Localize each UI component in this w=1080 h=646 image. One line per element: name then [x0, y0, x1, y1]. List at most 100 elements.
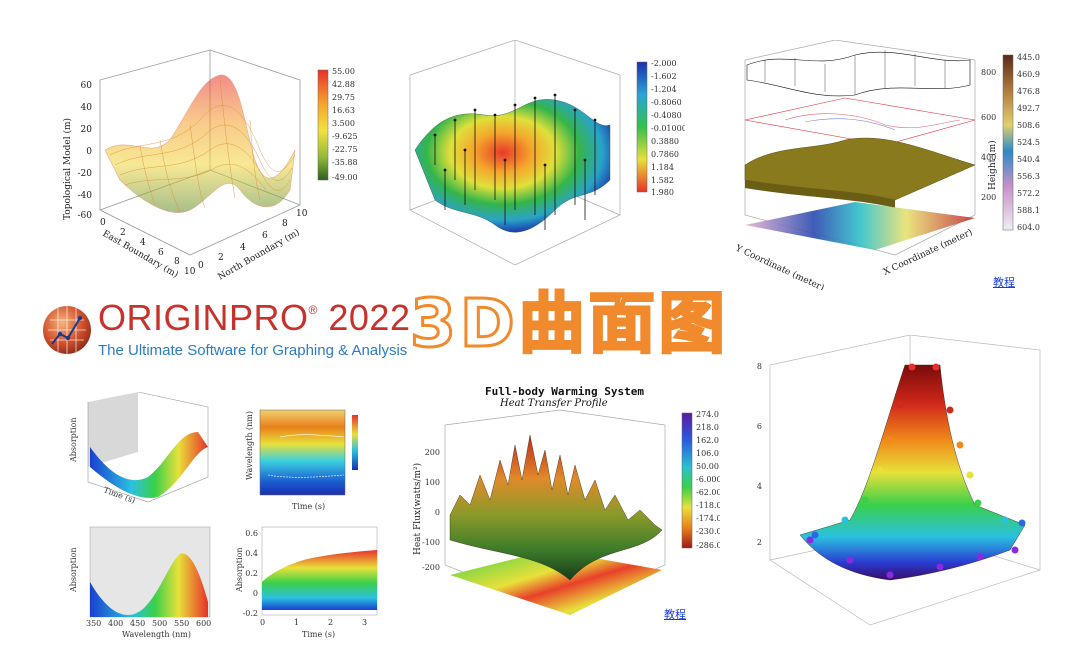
chart-stacked-layers: 800 600 400 200 Height (m) Y Coordinate …	[725, 40, 1055, 290]
chart1-z-ticks: 60 40 20 0 -20 -40 -60	[78, 81, 93, 221]
chart4-colorbar-label: -118.0	[696, 501, 720, 510]
chart4-colorbar-label: -230.0	[696, 527, 720, 536]
chart4-colorbar-label: -6.000	[696, 475, 720, 484]
chart1-x-tick: 2	[120, 228, 126, 238]
chart3-z-tick: 200	[981, 193, 996, 202]
chart3-colorbar-label: 508.6	[1017, 121, 1040, 130]
chart1-y-tick: 10	[296, 209, 308, 219]
chartC-x-tick: 600	[196, 619, 211, 628]
chart5-z-tick: 6	[757, 422, 762, 431]
chart1-colorbar	[317, 69, 329, 181]
chart2-surface	[414, 99, 611, 233]
chart1-colorbar-label: -22.75	[332, 145, 358, 154]
chart3-colorbar-label: 492.7	[1017, 104, 1040, 113]
chart1-colorbar-label: -9.625	[332, 132, 358, 141]
chartC-x-tick: 550	[174, 619, 189, 628]
chartD-y-tick: 0.2	[245, 569, 258, 578]
chart3-colorbar-label: 588.1	[1017, 206, 1040, 215]
chart-absorption-3d: Absorption Time (s)	[58, 392, 223, 512]
brand-tagline: The Ultimate Software for Graphing & Ana…	[98, 342, 408, 359]
brand-name: ORIGINPRO® 2022	[98, 297, 411, 338]
chart4-title: Full-body Warming System	[485, 385, 644, 398]
chart2-colorbar-label: -2.000	[651, 59, 677, 68]
chart1-y-tick: 4	[240, 243, 246, 253]
chart4-colormap-base	[450, 550, 662, 615]
chart2-colorbar-label: 1.980	[651, 188, 674, 197]
chart1-colorbar-label: -35.88	[332, 158, 358, 167]
chart1-y-tick: 0	[198, 261, 204, 271]
chartD-x-tick: 3	[362, 618, 367, 627]
chart2-colorbar-label: 1.582	[651, 176, 674, 185]
chartD-x-tick: 2	[328, 618, 333, 627]
chart1-z-tick: 60	[81, 81, 93, 91]
chart1-y-tick: 8	[282, 219, 288, 229]
chart5-z-tick: 8	[757, 362, 762, 371]
chart1-z-tick: -20	[78, 169, 93, 179]
tutorial-link[interactable]: 教程	[993, 276, 1015, 289]
chart1-colorbar-label: 42.88	[332, 80, 355, 89]
chart4-z-tick: -200	[422, 563, 440, 572]
chart-time-absorption: 0.6 0.4 0.2 0 -0.2 Absorption 0 1 2 3 Ti…	[232, 522, 382, 640]
chart4-subtitle: Heat Transfer Profile	[500, 398, 608, 409]
chart3-z-tick: 400	[981, 153, 996, 162]
chart1-surface	[104, 74, 296, 213]
chart3-terrain-surface	[744, 137, 976, 201]
chart-wavelength-absorption: Absorption 350 400 450 500 550 600 Wavel…	[60, 522, 220, 640]
origin-globe-icon	[43, 306, 91, 354]
chart2-colorbar-label: -1.602	[651, 72, 677, 81]
chart1-z-tick: 0	[86, 147, 92, 157]
chart5-surface	[799, 364, 1026, 581]
chart4-colorbar	[681, 412, 693, 549]
chart4-colorbar-label: 218.0	[696, 423, 719, 432]
chart1-y-label: North Boundary (m)	[216, 227, 302, 283]
chartD-x-tick: 0	[260, 618, 265, 627]
chartC-x-tick: 400	[108, 619, 123, 628]
chart1-x-tick: 4	[140, 238, 146, 248]
chart4-z-tick: 200	[425, 448, 440, 457]
chart4-colorbar-label: -62.00	[696, 488, 720, 497]
chartD-y-label: Absorption	[235, 547, 244, 593]
chart4-colorbar-label: 106.0	[696, 449, 719, 458]
chart2-colorbar-label: 0.7860	[651, 150, 679, 159]
chart4-colorbar-label: -286.0	[696, 541, 720, 550]
chart3-x-label: Y Coordinate (meter)	[733, 242, 826, 290]
chart1-y-tick: 6	[262, 231, 268, 241]
chart5-z-tick: 2	[757, 538, 762, 547]
chartA-y-label: Absorption	[69, 417, 78, 463]
chartC-y-label: Absorption	[69, 547, 78, 593]
chartD-y-tick: 0	[253, 589, 258, 598]
chart1-colorbar-label: 16.63	[332, 106, 355, 115]
tutorial-link[interactable]: 教程	[664, 608, 686, 621]
chart1-colorbar-label: -49.00	[332, 173, 358, 182]
chart2-droplines	[434, 95, 596, 230]
chart3-colorbar-label: 540.4	[1017, 155, 1040, 164]
headline-shadow: 3D曲面图	[410, 285, 729, 362]
chart1-colorbar-label: 55.00	[332, 67, 355, 76]
chart3-colorbar-label: 460.9	[1017, 70, 1040, 79]
chart1-z-tick: -40	[78, 191, 93, 201]
originpro-logo: ORIGINPRO® 2022 The Ultimate Software fo…	[40, 296, 410, 366]
chart2-colorbar-label: -1.204	[651, 85, 677, 94]
chartC-x-tick: 350	[86, 619, 101, 628]
chart3-axes-box	[744, 40, 976, 256]
chart3-z-label: Height (m)	[987, 140, 998, 190]
chart3-wireframe	[746, 51, 971, 97]
chart3-colorbar-label: 524.5	[1017, 138, 1040, 147]
chart1-x-tick: 10	[184, 267, 196, 277]
chart1-x-tick: 0	[100, 218, 106, 228]
chart-peak-surface: 8 6 4 2	[740, 335, 1060, 640]
chart3-colorbar-label: 476.8	[1017, 87, 1040, 96]
chart5-z-tick: 4	[757, 482, 762, 491]
chartB-x-label: Time (s)	[292, 502, 325, 511]
chart3-z-tick: 600	[981, 113, 996, 122]
chart3-colorbar	[1002, 54, 1014, 231]
chart4-colorbar-label: 50.00	[696, 462, 719, 471]
chartB-y-label: Wavelength (nm)	[245, 411, 254, 480]
chart3-colorbar-label: 445.0	[1017, 53, 1040, 62]
chart3-contour-plane	[744, 97, 976, 146]
chart2-colorbar-label: -0.8060	[651, 98, 682, 107]
chart3-colorbar-label: 556.3	[1017, 172, 1040, 181]
chart4-z-tick: -100	[422, 538, 440, 547]
headline: 3D曲面图	[409, 284, 729, 364]
chart1-z-tick: -60	[78, 211, 93, 221]
